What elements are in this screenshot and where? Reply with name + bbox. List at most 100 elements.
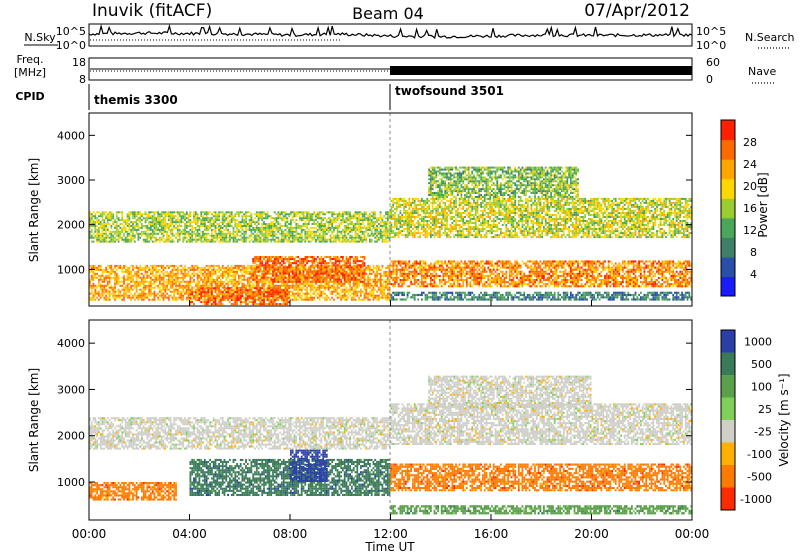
power-cell	[279, 280, 281, 283]
power-cell	[333, 282, 335, 285]
power-cell	[263, 290, 265, 293]
power-cell	[354, 266, 357, 269]
power-cell	[245, 268, 247, 271]
power-cell	[663, 274, 666, 277]
power-cell	[115, 230, 118, 233]
power-cell	[419, 260, 421, 263]
power-cell	[430, 281, 432, 284]
power-cell	[604, 266, 606, 269]
power-cell	[462, 283, 465, 286]
power-cell	[322, 290, 325, 293]
power-cell	[288, 258, 290, 261]
power-cell	[578, 279, 581, 282]
power-cell	[110, 234, 113, 237]
power-cell	[471, 270, 474, 273]
power-cell	[306, 286, 308, 289]
power-cell	[279, 272, 281, 275]
power-cell	[277, 287, 280, 290]
power-cell	[679, 260, 682, 263]
power-cell	[200, 295, 203, 298]
power-cell	[645, 283, 648, 286]
power-cell	[297, 270, 299, 273]
power-cell	[336, 280, 339, 283]
power-cell	[302, 258, 305, 261]
power-cell	[320, 272, 323, 275]
power-cell	[139, 268, 142, 271]
power-cell	[320, 294, 323, 297]
power-cell	[422, 262, 425, 265]
power-cell	[611, 270, 613, 273]
power-cell	[613, 285, 615, 288]
power-cell	[282, 303, 285, 306]
power-cell	[374, 276, 377, 279]
power-cell	[410, 270, 412, 273]
power-cell	[255, 270, 258, 273]
power-cell	[89, 298, 91, 301]
power-cell	[254, 295, 256, 298]
power-cell	[363, 262, 366, 265]
power-cell	[413, 268, 416, 271]
power-cell	[297, 286, 299, 289]
power-cell	[286, 297, 289, 300]
power-cell	[146, 264, 149, 267]
power-cell	[236, 301, 238, 304]
power-cell	[191, 280, 194, 283]
power-cell	[230, 266, 233, 269]
power-cell	[229, 292, 231, 295]
power-cell	[101, 286, 104, 289]
power-cell	[447, 281, 450, 284]
power-cell	[230, 293, 233, 296]
power-cell	[246, 270, 249, 273]
power-cell	[679, 276, 682, 279]
power-cell	[349, 286, 351, 289]
power-cell	[426, 283, 429, 286]
power-cell	[98, 264, 100, 267]
power-cell	[252, 266, 255, 269]
power-cell	[577, 272, 579, 275]
power-cell	[101, 226, 104, 229]
power-cell	[189, 293, 192, 296]
power-cell	[413, 276, 416, 279]
power-cell	[159, 264, 161, 267]
power-cell	[546, 268, 549, 271]
power-cell	[259, 301, 262, 304]
power-cell	[309, 272, 312, 275]
power-cell	[582, 274, 585, 277]
power-cell	[329, 292, 332, 295]
power-cell	[595, 270, 597, 273]
power-cell	[166, 286, 168, 289]
power-cell	[245, 289, 247, 292]
power-cell	[333, 262, 335, 265]
power-cell	[187, 296, 190, 299]
power-cell	[447, 285, 450, 288]
power-cell	[139, 276, 142, 279]
power-cell	[632, 279, 635, 282]
power-cell	[230, 278, 233, 281]
power-cell	[424, 266, 427, 269]
power-cell	[115, 215, 118, 218]
power-cell	[248, 293, 251, 296]
power-cell	[252, 258, 255, 261]
power-cell	[126, 221, 129, 224]
power-cell	[607, 270, 610, 273]
power-cell	[209, 297, 211, 300]
power-cell	[90, 213, 93, 216]
power-cell	[101, 213, 104, 216]
power-cell	[205, 280, 208, 283]
power-cell	[568, 264, 570, 267]
power-cell	[577, 285, 579, 288]
power-cell	[141, 280, 143, 283]
power-cell	[620, 264, 622, 267]
power-cell	[469, 260, 472, 263]
power-cell	[514, 283, 517, 286]
power-cell	[225, 270, 228, 273]
power-cell	[351, 256, 353, 259]
power-cell	[246, 292, 249, 295]
power-cell	[363, 294, 366, 297]
nsearch-tick-bottom: 10^0	[696, 39, 726, 52]
power-cell	[142, 290, 145, 293]
power-cell	[148, 284, 150, 287]
power-cell	[343, 278, 346, 281]
power-cell	[286, 276, 289, 279]
power-cell	[535, 262, 538, 265]
